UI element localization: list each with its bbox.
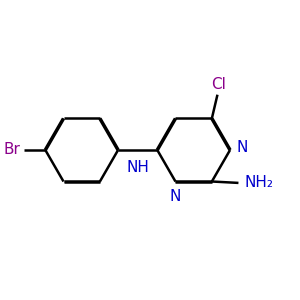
Text: Br: Br: [3, 142, 20, 158]
Text: NH: NH: [126, 160, 149, 175]
Text: N: N: [236, 140, 248, 155]
Text: NH₂: NH₂: [244, 176, 273, 190]
Text: N: N: [170, 189, 181, 204]
Text: Cl: Cl: [212, 77, 226, 92]
